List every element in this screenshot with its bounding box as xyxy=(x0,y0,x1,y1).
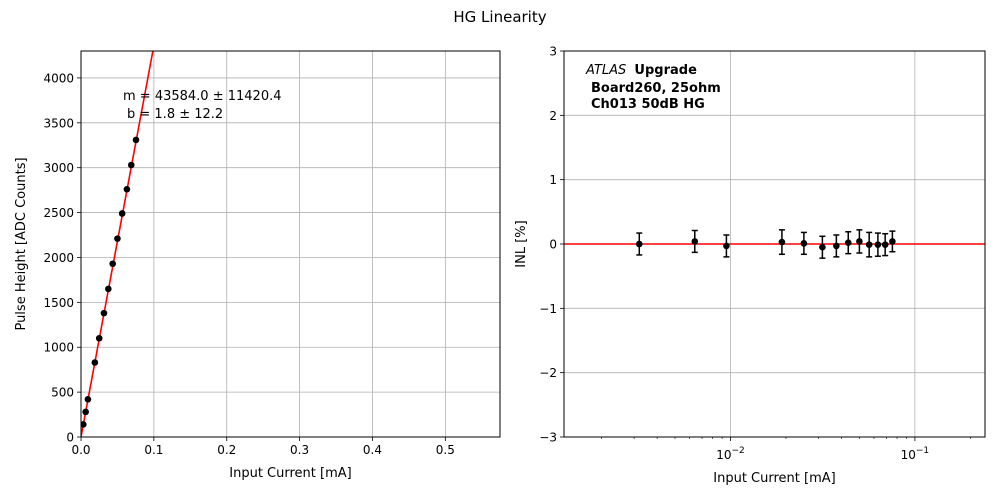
linearity-point xyxy=(118,210,126,217)
linearity-y-tick-label: 1000 xyxy=(43,341,74,355)
linearity-y-tick-label: 0 xyxy=(66,431,74,445)
inl-point xyxy=(844,239,852,247)
inl-y-tick-label: −3 xyxy=(539,431,557,445)
linearity-y-tick-label: 4000 xyxy=(43,71,74,85)
inl-point xyxy=(691,238,699,245)
fit-slope-label: m = 43584.0 ± 11420.4 xyxy=(123,89,282,104)
linearity-y-tick-label: 2000 xyxy=(43,251,74,265)
linearity-ticks: 0.0 0.1 0.2 0.3 0.4 0.5 0 500 1000 1500 2000 2500 30… xyxy=(43,71,454,457)
atlas-label: ATLAS Upgrade xyxy=(585,63,697,78)
inl-point xyxy=(833,242,840,250)
linearity-point xyxy=(123,185,131,193)
inl-point xyxy=(819,243,826,251)
inl-y-tick-label: −2 xyxy=(539,366,557,380)
linearity-grid xyxy=(80,51,500,438)
linearity-point xyxy=(82,408,89,416)
inl-point xyxy=(889,238,896,245)
atlas-label-italic: ATLAS xyxy=(585,63,626,78)
linearity-x-tick-label: 0.5 xyxy=(436,443,455,457)
linearity-axes-frame xyxy=(80,50,501,438)
inl-point xyxy=(635,240,643,248)
linearity-fit xyxy=(81,51,154,437)
linearity-y-tick-label: 500 xyxy=(51,386,74,400)
linearity-plot: 0.0 0.1 0.2 0.3 0.4 0.5 0 500 1000 1500 2000 2500 30… xyxy=(14,50,501,481)
linearity-y-tick-label: 2500 xyxy=(43,206,74,220)
inl-x-tick-exponent: −2 xyxy=(732,446,745,456)
linearity-x-tick-label: 0.2 xyxy=(217,443,236,457)
inl-point xyxy=(856,238,863,245)
linearity-points xyxy=(81,136,140,428)
inl-x-tick-base: 10 xyxy=(716,448,731,462)
inl-y-tick-label: 1 xyxy=(549,173,557,187)
linearity-point xyxy=(132,136,140,144)
linearity-point xyxy=(114,235,121,242)
linearity-point xyxy=(91,359,99,366)
linearity-x-tick-label: 0.0 xyxy=(71,443,90,457)
inl-x-axis-label: Input Current [mA] xyxy=(713,471,835,486)
inl-y-tick-label: −1 xyxy=(539,302,557,316)
linearity-y-axis-label: Pulse Height [ADC Counts] xyxy=(14,157,29,330)
linearity-x-tick-label: 0.3 xyxy=(290,443,309,457)
linearity-point xyxy=(109,260,116,268)
linearity-point xyxy=(127,161,135,169)
linearity-y-tick-label: 1500 xyxy=(43,296,74,310)
inl-point xyxy=(874,241,882,248)
inl-x-tick-exponent: −1 xyxy=(916,446,929,456)
inl-x-tick-base: 10 xyxy=(901,448,916,462)
atlas-label-bold: Upgrade xyxy=(634,63,697,78)
inl-point xyxy=(865,241,873,248)
fit-intercept-label: b = 1.8 ± 12.2 xyxy=(127,107,223,122)
inl-point xyxy=(800,240,808,247)
linearity-x-tick-label: 0.4 xyxy=(363,443,382,457)
inl-points xyxy=(635,229,896,259)
linearity-x-axis-label: Input Current [mA] xyxy=(229,466,351,481)
inl-y-axis-label: INL [%] xyxy=(514,220,529,267)
linearity-x-tick-label: 0.1 xyxy=(144,443,163,457)
board-label: Board260, 25ohm xyxy=(591,81,721,96)
linearity-y-tick-label: 3000 xyxy=(43,161,74,175)
channel-label: Ch013 50dB HG xyxy=(591,97,705,112)
linearity-point xyxy=(100,309,108,317)
inl-x-tick-label: 10−1 xyxy=(901,446,930,462)
inl-point xyxy=(881,241,889,248)
linearity-point xyxy=(95,334,103,342)
figure-title: HG Linearity xyxy=(453,8,546,26)
linearity-point xyxy=(81,421,87,428)
linearity-point xyxy=(84,395,92,403)
inl-y-tick-label: 2 xyxy=(549,109,557,123)
inl-y-tick-label: 0 xyxy=(549,238,557,252)
inl-point xyxy=(723,242,730,250)
linearity-fit-line xyxy=(81,51,154,437)
linearity-y-tick-label: 3500 xyxy=(43,116,74,130)
inl-y-tick-label: 3 xyxy=(549,45,557,59)
linearity-point xyxy=(105,285,112,293)
inl-x-tick-label: 10−2 xyxy=(716,446,745,462)
inl-point xyxy=(778,238,786,246)
